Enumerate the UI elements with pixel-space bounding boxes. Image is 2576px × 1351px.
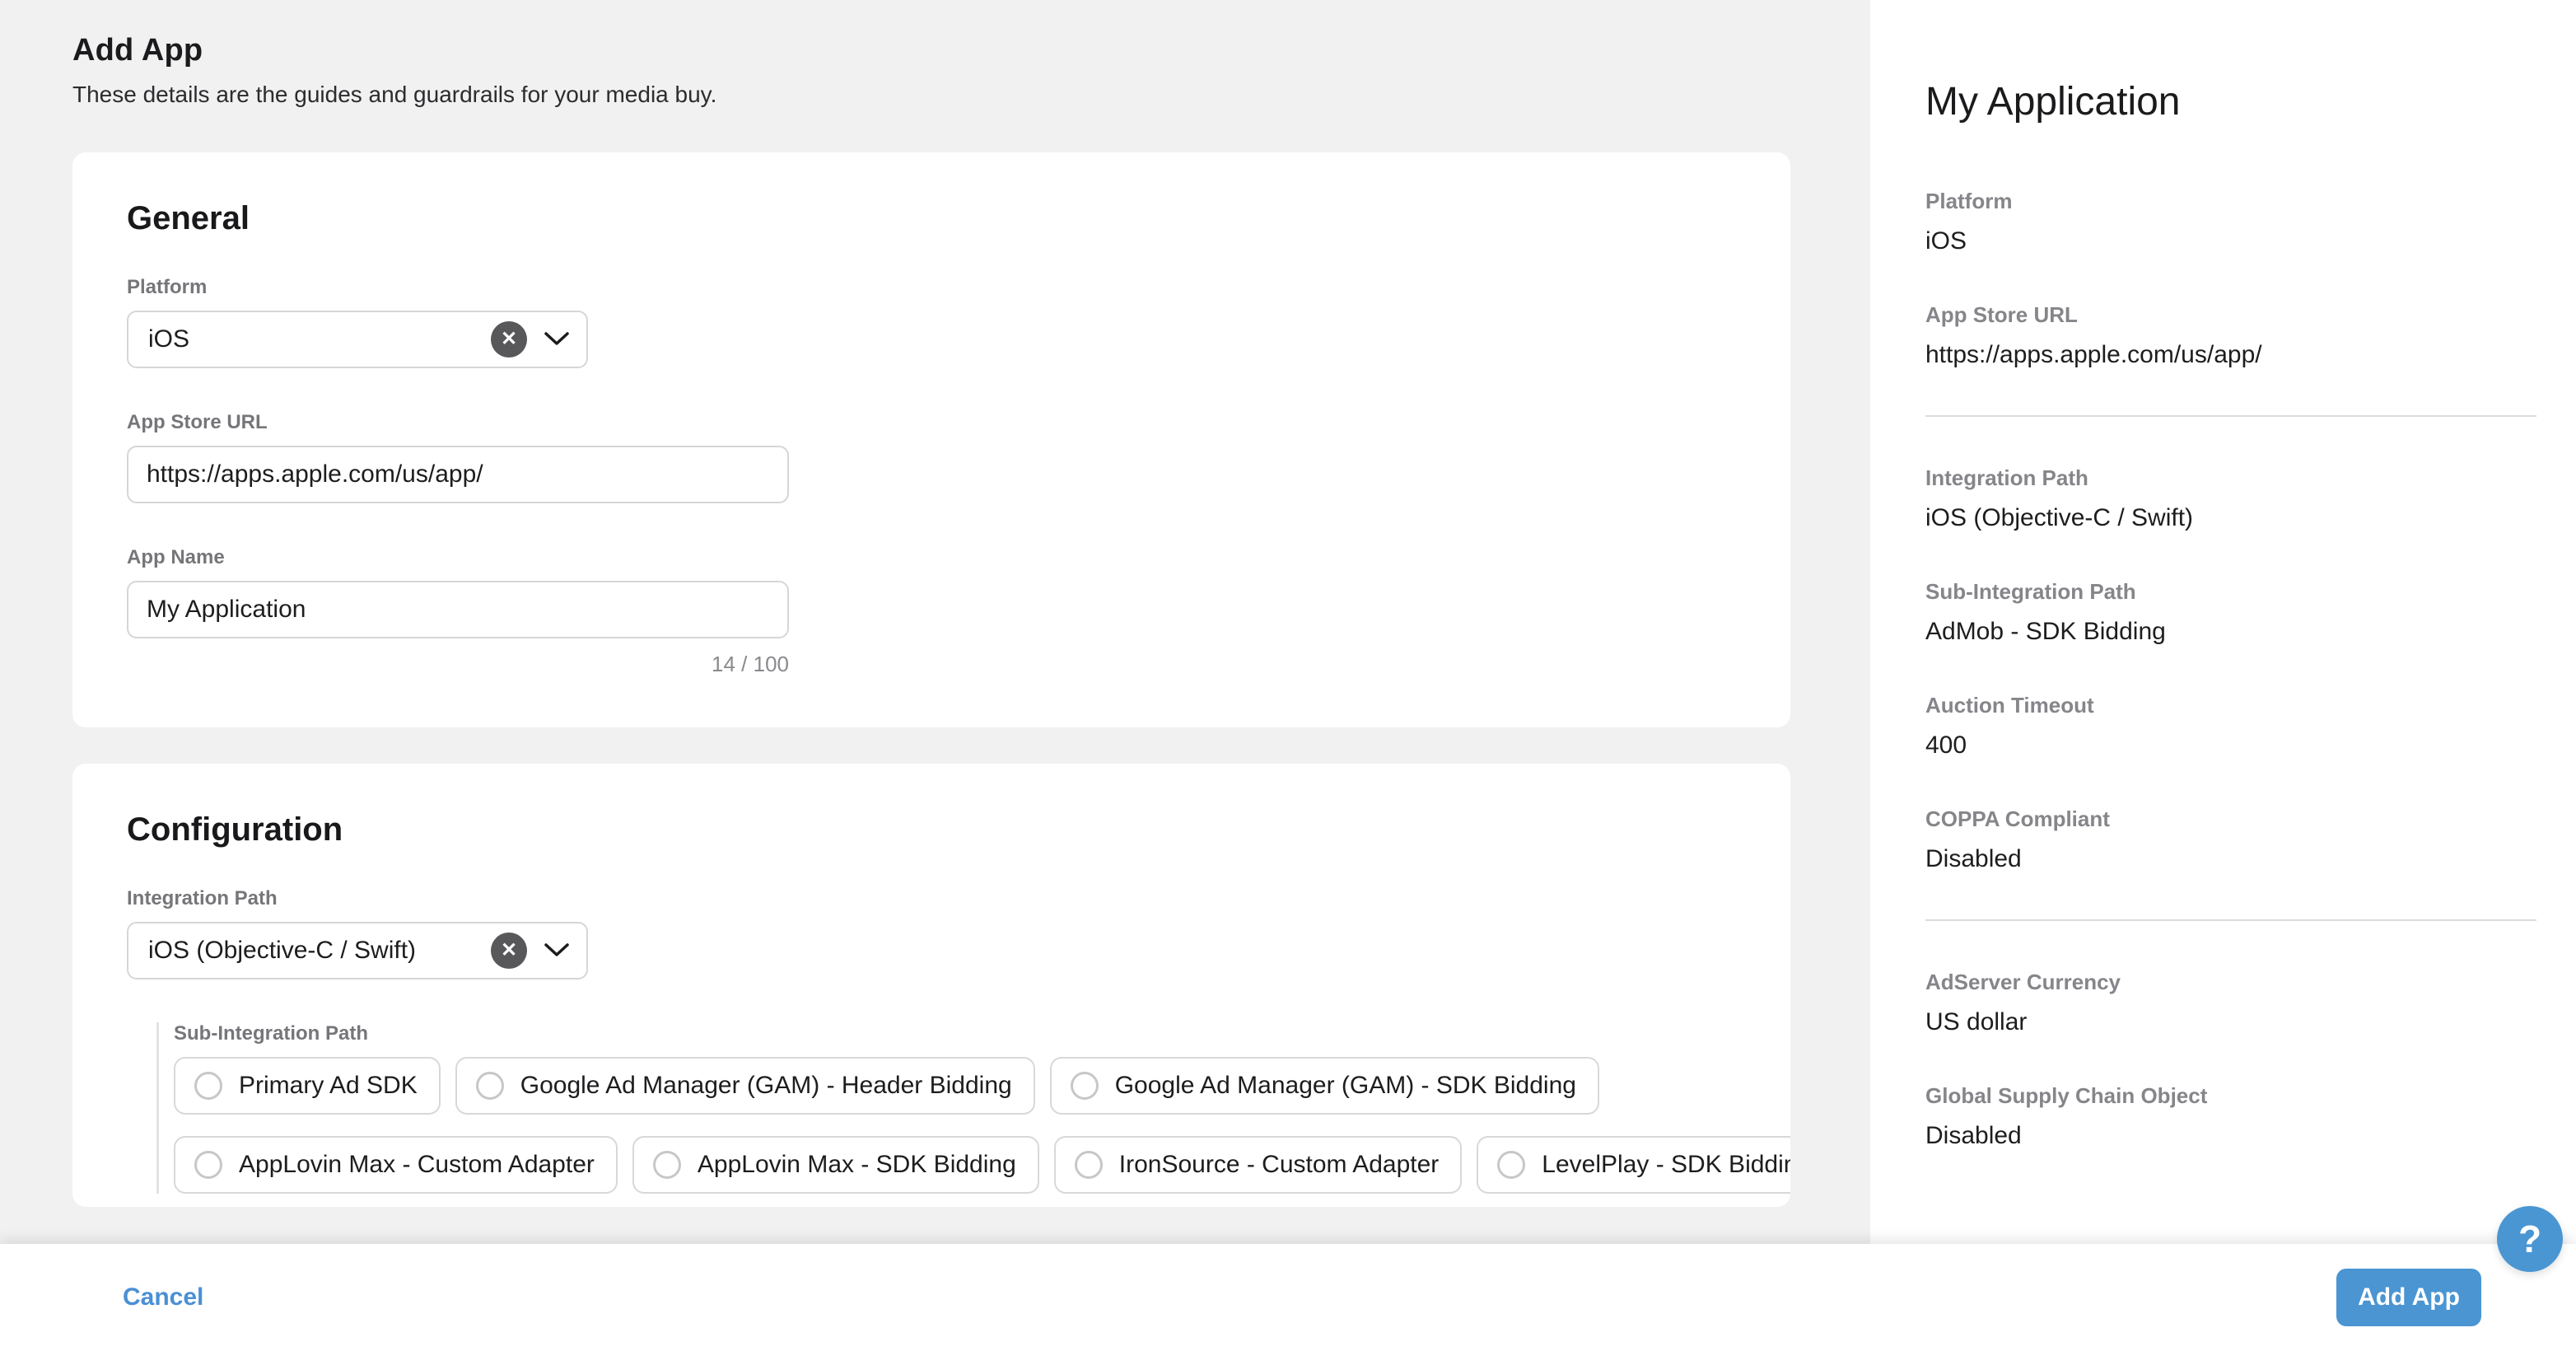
summary-pair-integration-path: Integration Path iOS (Objective-C / Swif… (1925, 465, 2536, 534)
general-heading: General (127, 200, 250, 236)
sub-integration-option-applovin-sdk-bidding[interactable]: AppLovin Max - SDK Bidding (632, 1136, 1039, 1194)
add-app-form-region: Add App These details are the guides and… (72, 33, 1790, 1207)
sub-integration-option-label: Google Ad Manager (GAM) - Header Bidding (520, 1072, 1012, 1099)
summary-label: COPPA Compliant (1925, 806, 2110, 831)
chevron-down-icon (544, 942, 570, 959)
integration-path-field: Integration Path iOS (Objective-C / Swif… (127, 887, 1736, 979)
summary-label: Auction Timeout (1925, 693, 2094, 718)
sub-integration-row-1: Primary Ad SDK Google Ad Manager (GAM) -… (174, 1057, 1736, 1115)
sub-integration-row-2: AppLovin Max - Custom Adapter AppLovin M… (174, 1136, 1790, 1194)
summary-pair-coppa-compliant: COPPA Compliant Disabled (1925, 806, 2536, 875)
integration-path-label: Integration Path (127, 887, 278, 909)
action-bar: Cancel Add App (0, 1244, 2576, 1351)
sub-integration-option-label: AppLovin Max - SDK Bidding (697, 1151, 1016, 1178)
page-subtitle: These details are the guides and guardra… (72, 82, 717, 107)
summary-pair-sub-integration-path: Sub-Integration Path AdMob - SDK Bidding (1925, 578, 2536, 647)
sub-integration-option-ironsource-custom-adapter[interactable]: IronSource - Custom Adapter (1053, 1136, 1463, 1194)
radio-icon (1497, 1151, 1526, 1179)
sub-integration-option-applovin-custom-adapter[interactable]: AppLovin Max - Custom Adapter (174, 1136, 618, 1194)
summary-label: Integration Path (1925, 465, 2088, 490)
configuration-heading: Configuration (127, 811, 343, 848)
summary-value: https://apps.apple.com/us/app/ (1925, 341, 2262, 368)
summary-pair-global-supply-chain: Global Supply Chain Object Disabled (1925, 1082, 2536, 1152)
app-store-url-input[interactable] (127, 446, 789, 503)
sub-integration-label: Sub-Integration Path (174, 1022, 368, 1045)
clear-icon[interactable]: ✕ (491, 933, 527, 969)
configuration-card: Configuration Integration Path iOS (Obje… (72, 764, 1790, 1207)
cancel-button[interactable]: Cancel (123, 1283, 204, 1311)
summary-label: Sub-Integration Path (1925, 579, 2136, 604)
summary-divider (1925, 415, 2536, 417)
platform-field: Platform iOS ✕ (127, 276, 1736, 368)
integration-path-select[interactable]: iOS (Objective-C / Swift) ✕ (127, 922, 588, 979)
platform-select[interactable]: iOS ✕ (127, 311, 588, 368)
add-app-button[interactable]: Add App (2336, 1269, 2481, 1326)
chevron-down-icon (544, 331, 570, 348)
sub-integration-option-primary-ad-sdk[interactable]: Primary Ad SDK (174, 1057, 441, 1115)
summary-section-configuration: Integration Path iOS (Objective-C / Swif… (1925, 465, 2536, 875)
sub-integration-option-label: AppLovin Max - Custom Adapter (239, 1151, 595, 1178)
app-name-field: App Name 14 / 100 (127, 546, 1736, 677)
summary-title: My Application (1925, 80, 2181, 124)
sub-integration-option-gam-sdk-bidding[interactable]: Google Ad Manager (GAM) - SDK Bidding (1049, 1057, 1599, 1115)
char-counter: 14 / 100 (712, 652, 789, 676)
summary-pair-app-store-url: App Store URL https://apps.apple.com/us/… (1925, 302, 2536, 371)
sub-integration-option-levelplay-sdk-bidding[interactable]: LevelPlay - SDK Bidding (1477, 1136, 1790, 1194)
app-name-label: App Name (127, 546, 225, 568)
app-store-url-field: App Store URL (127, 411, 1736, 503)
summary-label: Platform (1925, 189, 2013, 213)
summary-pair-auction-timeout: Auction Timeout 400 (1925, 692, 2536, 761)
sub-integration-option-gam-header-bidding[interactable]: Google Ad Manager (GAM) - Header Bidding (455, 1057, 1035, 1115)
radio-icon (194, 1072, 222, 1100)
summary-pair-platform: Platform iOS (1925, 188, 2536, 257)
summary-label: Global Supply Chain Object (1925, 1083, 2208, 1108)
radio-icon (652, 1151, 681, 1179)
sub-integration-option-label: LevelPlay - SDK Bidding (1542, 1151, 1790, 1178)
platform-select-value: iOS (148, 325, 190, 353)
clear-icon[interactable]: ✕ (491, 321, 527, 358)
summary-label: App Store URL (1925, 302, 2078, 327)
summary-section-general: Platform iOS App Store URL https://apps.… (1925, 188, 2536, 371)
platform-label: Platform (127, 276, 208, 298)
summary-value: iOS (Objective-C / Swift) (1925, 504, 2194, 531)
sub-integration-option-label: IronSource - Custom Adapter (1118, 1151, 1440, 1178)
page-title: Add App (72, 33, 203, 68)
radio-icon (194, 1151, 222, 1179)
summary-section-adserver: AdServer Currency US dollar Global Suppl… (1925, 969, 2536, 1152)
integration-path-select-value: iOS (Objective-C / Swift) (148, 937, 417, 964)
sub-integration-option-label: Google Ad Manager (GAM) - SDK Bidding (1114, 1072, 1576, 1099)
summary-value: iOS (1925, 227, 1967, 255)
app-store-url-label: App Store URL (127, 411, 268, 433)
summary-value: 400 (1925, 732, 1967, 759)
radio-icon (475, 1072, 504, 1100)
sub-integration-option-label: Primary Ad SDK (239, 1072, 418, 1099)
radio-icon (1070, 1072, 1099, 1100)
question-mark-icon: ? (2518, 1218, 2542, 1260)
summary-value: Disabled (1925, 845, 2022, 872)
summary-value: US dollar (1925, 1008, 2028, 1035)
help-button[interactable]: ? (2497, 1206, 2563, 1272)
app-name-input[interactable] (127, 581, 789, 638)
summary-sidebar: My Application Platform iOS App Store UR… (1870, 0, 2576, 1351)
radio-icon (1074, 1151, 1103, 1179)
summary-pair-adserver-currency: AdServer Currency US dollar (1925, 969, 2536, 1038)
summary-divider (1925, 919, 2536, 921)
sub-integration-group: Sub-Integration Path Primary Ad SDK Goog… (156, 1022, 1790, 1194)
summary-value: AdMob - SDK Bidding (1925, 618, 2166, 645)
general-card: General Platform iOS ✕ App Store URL App… (72, 152, 1790, 727)
summary-value: Disabled (1925, 1122, 2022, 1149)
summary-label: AdServer Currency (1925, 970, 2121, 994)
